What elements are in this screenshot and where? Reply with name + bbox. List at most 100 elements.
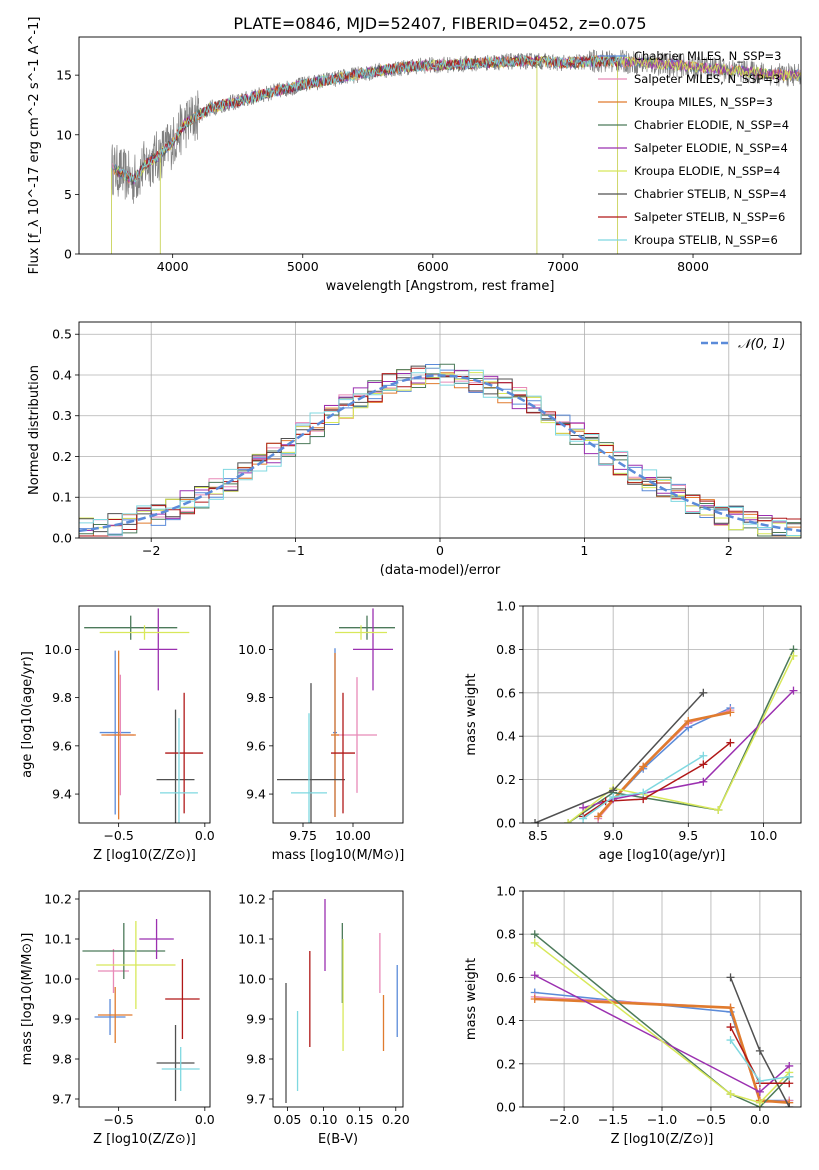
- weight_vs_age-xtick-label: 9.5: [678, 828, 698, 843]
- weight_vs_Z-marker: [755, 1087, 764, 1096]
- weight_vs_age-frame: [522, 605, 802, 824]
- weight_vs_age-xtick-label: 10.0: [750, 828, 778, 843]
- mass_vs_Z-plot-area: [82, 919, 200, 1101]
- weight_vs_age-series-line: [567, 649, 795, 823]
- weight_vs_Z-xtick-label: −1.5: [598, 1112, 628, 1127]
- mass_vs_ebv-ytick-label: 9.7: [246, 1092, 266, 1107]
- legend-label: Chabrier STELIB, N_SSP=4: [634, 187, 786, 201]
- age_vs_mass-ytick-label: 9.6: [246, 738, 266, 753]
- weight_vs_Z-ytick-label: 0.8: [496, 927, 516, 942]
- mass_vs_ebv-ytick-label: 9.9: [246, 1012, 266, 1027]
- age_vs_Z-ytick-label: 9.8: [52, 690, 72, 705]
- weight_vs_age-marker: [609, 792, 618, 801]
- weight_vs_age-marker: [531, 819, 540, 823]
- spectrum-xlabel: wavelength [Angstrom, rest frame]: [326, 279, 555, 294]
- weight_vs_age-marker: [639, 762, 648, 771]
- figure-title: PLATE=0846, MJD=52407, FIBERID=0452, z=0…: [233, 14, 646, 33]
- mass_vs_Z-xlabel: Z [log10(Z/Z⊙)]: [93, 1132, 196, 1147]
- mass_vs_Z-frame: [78, 890, 211, 1108]
- weight_vs_age-panel: 8.5 9.0 9.5 10.0 0.0 0.2 0.4 0.6 0.8 1.0 age [log1…: [464, 599, 802, 863]
- spectrum-legend: Chabrier MILES, N_SSP=3 Salpeter MILES, N…: [598, 49, 789, 247]
- spectrum-panel: 4000 5000 6000 7000 8000 0 5 10 15 wavelength [An…: [27, 17, 802, 294]
- weight_vs_Z-marker: [726, 1003, 735, 1012]
- weight_vs_Z-xtick-label: 0.0: [750, 1112, 770, 1127]
- weight_vs_Z-marker: [530, 971, 539, 980]
- mass_vs_ebv-frame: [272, 890, 404, 1108]
- weight_vs_age-marker: [726, 738, 735, 747]
- weight_vs_age-series-line: [567, 655, 795, 823]
- weight_vs_Z-panel: −2.0 −1.5 −1.0 −0.5 0.0 0.0 0.2 0.4 0.6 0.8 1.0 Z […: [464, 884, 802, 1147]
- mass_vs_Z-xtick-label: 0.0: [195, 1112, 215, 1127]
- legend-label: Kroupa ELODIE, N_SSP=4: [634, 164, 780, 178]
- weight_vs_Z-marker: [530, 938, 539, 947]
- weight_vs_Z-marker: [530, 995, 539, 1003]
- weight_vs_age-ytick-label: 0.4: [496, 729, 516, 744]
- weight_vs_Z-marker: [755, 1046, 764, 1055]
- weight_vs_Z-ytick-label: 0.0: [496, 1100, 516, 1115]
- residuals-xtick-label: 2: [725, 543, 733, 558]
- residuals-panel: −2 −1 0 1 2 0.0 0.1 0.2 0.3 0.4 0.5 (data-model)/er…: [27, 321, 802, 578]
- residuals-frame: [78, 321, 802, 539]
- mass_vs_Z-ytick-label: 9.9: [52, 1012, 72, 1027]
- age_vs_Z-ytick-label: 9.4: [52, 787, 72, 802]
- weight_vs_Z-marker: [755, 1077, 764, 1086]
- spectrum-xtick-label: 7000: [547, 259, 579, 274]
- mass_vs_Z-ylabel: mass [log10(M/M⊙)]: [20, 933, 35, 1066]
- mass_vs_ebv-ytick-label: 9.8: [246, 1052, 266, 1067]
- spectrum-ytick-label: 15: [56, 68, 72, 83]
- mass_vs_Z-ytick-label: 9.8: [52, 1052, 72, 1067]
- spectrum-ytick-label: 0: [64, 247, 72, 262]
- weight_vs_Z-ylabel: mass weight: [464, 958, 479, 1040]
- mass_vs_ebv-xtick-label: 0.15: [346, 1112, 374, 1127]
- weight_vs_Z-marker: [726, 1036, 735, 1045]
- weight_vs_age-marker: [699, 777, 708, 786]
- age_vs_mass-xlabel: mass [log10(M/M⊙)]: [272, 848, 405, 863]
- legend-label: Salpeter MILES, N_SSP=3: [634, 72, 780, 86]
- weight_vs_age-ylabel: mass weight: [464, 673, 479, 755]
- spectrum-xtick-label: 5000: [287, 259, 319, 274]
- mass_vs_ebv-xtick-label: 0.20: [382, 1112, 410, 1127]
- mass_vs_ebv-xlabel: E(B-V): [318, 1132, 358, 1147]
- mass_vs_ebv-xtick-label: 0.05: [274, 1112, 302, 1127]
- mass_vs_ebv-panel: 0.05 0.10 0.15 0.20 9.7 9.8 9.9 10.0 10.1 10.2 E(B…: [238, 890, 410, 1147]
- mass_vs_Z-ytick-label: 9.7: [52, 1092, 72, 1107]
- weight_vs_Z-series-line: [534, 942, 790, 1104]
- age_vs_Z-ytick-label: 9.6: [52, 738, 72, 753]
- mass_vs_ebv-plot-area: [285, 899, 398, 1103]
- age_vs_Z-plot-area: [84, 608, 204, 823]
- weight_vs_Z-ytick-label: 0.2: [496, 1056, 516, 1071]
- weight_vs_Z-xtick-label: −1.0: [647, 1112, 677, 1127]
- weight_vs_age-series-line: [597, 709, 731, 820]
- spectrum-model-line: [118, 54, 622, 183]
- weight_vs_age-ytick-label: 0.0: [496, 816, 516, 831]
- weight_vs_age-marker: [699, 688, 708, 697]
- legend-label: Kroupa STELIB, N_SSP=6: [634, 233, 778, 247]
- spectrum-xtick-label: 8000: [677, 259, 709, 274]
- weight_vs_Z-ytick-label: 0.4: [496, 1013, 516, 1028]
- weight_vs_age-marker: [594, 812, 603, 821]
- mass_vs_Z-ytick-label: 10.0: [44, 972, 72, 987]
- residuals-xtick-label: −1: [286, 543, 304, 558]
- residuals-ytick-label: 0.2: [52, 449, 72, 464]
- age_vs_Z-xtick-label: 0.0: [195, 828, 215, 843]
- spectrum-xtick-label: 6000: [417, 259, 449, 274]
- legend-label: Kroupa MILES, N_SSP=3: [634, 95, 773, 109]
- mass_vs_Z-ytick-label: 10.2: [44, 892, 72, 907]
- weight_vs_Z-xtick-label: −2.0: [549, 1112, 579, 1127]
- weight_vs_age-ytick-label: 1.0: [496, 599, 516, 614]
- age_vs_mass-ytick-label: 9.8: [246, 690, 266, 705]
- mass_vs_ebv-xtick-label: 0.10: [310, 1112, 338, 1127]
- mass_vs_Z-xtick-label: −0.5: [103, 1112, 133, 1127]
- spectrum-ytick-label: 5: [64, 187, 72, 202]
- weight_vs_age-xtick-label: 9.0: [603, 828, 623, 843]
- mass_vs_ebv-ytick-label: 10.1: [238, 932, 266, 947]
- weight_vs_age-marker: [579, 803, 588, 812]
- weight_vs_age-marker: [699, 760, 708, 769]
- weight_vs_age-marker: [726, 708, 735, 717]
- weight_vs_age-marker: [789, 651, 798, 660]
- weight_vs_Z-series-line: [534, 933, 790, 1107]
- weight_vs_age-marker: [714, 805, 723, 814]
- weight_vs_age-ytick-label: 0.6: [496, 685, 516, 700]
- age_vs_Z-ylabel: age [log10(age/yr)]: [20, 651, 35, 778]
